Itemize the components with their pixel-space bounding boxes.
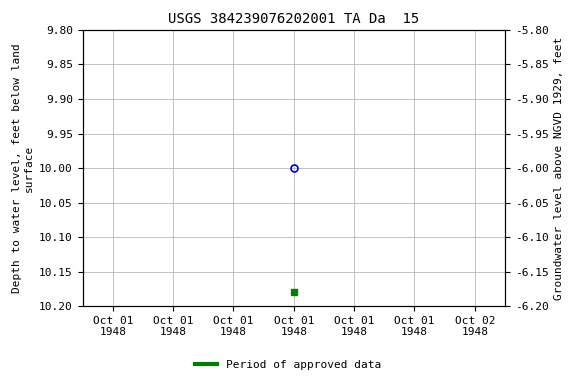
Legend: Period of approved data: Period of approved data: [191, 356, 385, 375]
Y-axis label: Depth to water level, feet below land
surface: Depth to water level, feet below land su…: [12, 43, 33, 293]
Title: USGS 384239076202001 TA Da  15: USGS 384239076202001 TA Da 15: [168, 12, 419, 26]
Y-axis label: Groundwater level above NGVD 1929, feet: Groundwater level above NGVD 1929, feet: [554, 36, 564, 300]
